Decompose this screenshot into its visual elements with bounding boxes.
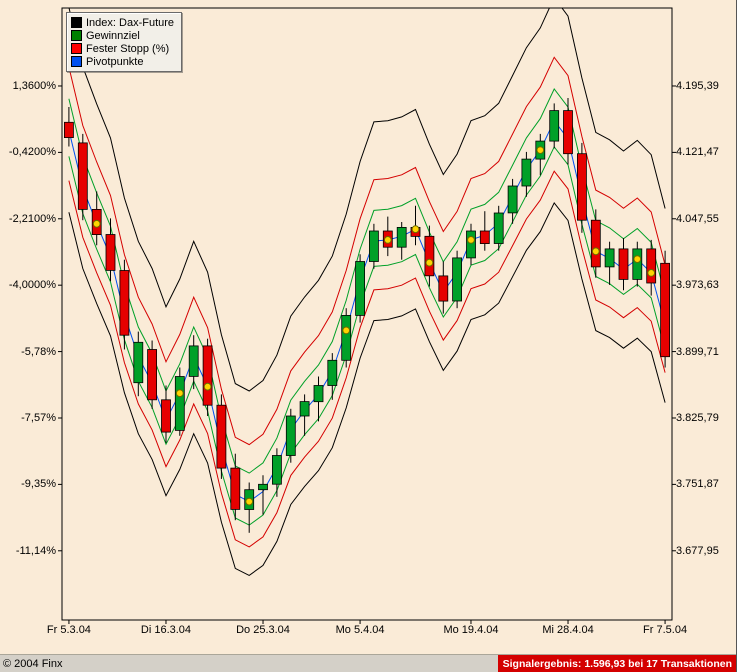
candle-up — [258, 483, 268, 491]
legend-item-fester-stopp: Fester Stopp (%) — [71, 42, 174, 55]
signal-dot — [342, 326, 351, 335]
signal-dot — [92, 219, 101, 228]
index-envelope-lower-line — [68, 201, 666, 576]
gewinnziel-upper-line — [68, 88, 666, 474]
signal-dot — [245, 497, 254, 506]
signal-dot — [411, 225, 420, 234]
index-envelope-upper-line — [68, 8, 666, 392]
legend-swatch-gewinnziel-icon — [71, 30, 82, 41]
candle-up — [507, 185, 518, 214]
candle-down — [64, 121, 74, 139]
plot-frame — [61, 7, 673, 621]
legend-swatch-fester-stopp-icon — [71, 43, 82, 54]
candle-up — [133, 341, 144, 384]
legend-swatch-pivotpunkte-icon — [71, 56, 82, 67]
candle-up — [355, 261, 366, 316]
candle-down — [438, 275, 449, 302]
candle-down — [646, 248, 657, 284]
legend-item-index: Index: Dax-Future — [71, 16, 174, 29]
plot-area — [64, 8, 670, 576]
gewinnziel-lower-line — [68, 145, 666, 526]
legend-swatch-index-icon — [71, 17, 82, 28]
candle-down — [660, 262, 670, 358]
candle-down — [590, 219, 601, 268]
signal-dot — [425, 258, 434, 267]
copyright-text: © 2004 Finx — [3, 657, 63, 670]
candle-up — [368, 230, 379, 262]
signal-dot — [647, 269, 656, 277]
legend-label-fester-stopp: Fester Stopp (%) — [86, 42, 170, 55]
candle-down — [577, 153, 587, 221]
fester-stopp-upper-line — [68, 56, 666, 446]
candle-up — [299, 401, 310, 417]
candle-down — [216, 404, 227, 469]
status-bar: © 2004 Finx Signalergebnis: 1.596,93 bei… — [0, 654, 736, 672]
candle-up — [549, 110, 560, 142]
chart-legend[interactable]: Index: Dax-Future Gewinnziel Fester Stop… — [66, 12, 183, 72]
candle-down — [424, 235, 435, 277]
candle-down — [119, 270, 130, 336]
candle-down — [147, 349, 158, 401]
candle-down — [105, 234, 116, 271]
legend-label-gewinnziel: Gewinnziel — [86, 29, 140, 42]
signal-dot — [467, 236, 475, 244]
signal-dot — [591, 247, 600, 256]
candle-up — [396, 226, 407, 248]
candle-down — [479, 230, 490, 245]
candle-down — [618, 248, 629, 280]
signal-dot — [536, 146, 545, 155]
candle-up — [493, 212, 504, 244]
candle-up — [327, 359, 338, 386]
signal-result: Signalergebnis: 1.596,93 bei 17 Transakt… — [497, 655, 736, 672]
fester-stopp-lower-line — [68, 170, 666, 548]
signal-dot — [175, 389, 184, 398]
candle-up — [271, 455, 282, 485]
legend-label-pivotpunkte: Pivotpunkte — [86, 55, 144, 68]
candle-up — [521, 158, 532, 187]
candle-up — [632, 248, 643, 280]
legend-label-index: Index: Dax-Future — [86, 16, 175, 29]
candle-down — [563, 110, 573, 155]
candle-up — [341, 314, 352, 361]
signal-dot — [633, 255, 642, 264]
candle-up — [174, 376, 185, 431]
signal-dot — [203, 382, 212, 391]
candle-down — [202, 345, 213, 406]
candle-down — [161, 399, 171, 433]
candle-up — [452, 257, 463, 302]
signal-dot — [383, 236, 392, 244]
candle-down — [77, 142, 88, 210]
pivotpunkte-line — [68, 119, 666, 503]
legend-item-pivotpunkte: Pivotpunkte — [71, 55, 174, 68]
candle-up — [466, 230, 476, 259]
candle-up — [604, 248, 615, 268]
candle-up — [285, 415, 296, 456]
candle-down — [230, 467, 241, 510]
candle-up — [188, 345, 199, 377]
candle-up — [313, 385, 324, 403]
legend-item-gewinnziel: Gewinnziel — [71, 29, 174, 42]
